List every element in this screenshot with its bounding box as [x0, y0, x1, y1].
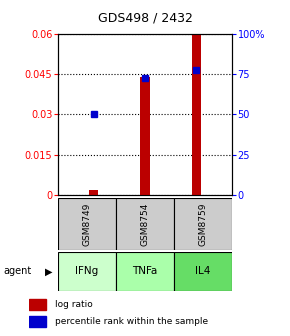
Bar	[140, 77, 150, 195]
Text: GSM8754: GSM8754	[140, 203, 150, 246]
Bar	[116, 252, 174, 291]
Bar	[192, 34, 201, 195]
Text: agent: agent	[3, 266, 31, 276]
Bar	[29, 299, 46, 310]
Bar	[29, 316, 46, 327]
Text: IFNg: IFNg	[75, 266, 99, 276]
Bar	[174, 198, 232, 250]
Bar	[89, 190, 98, 195]
Bar	[58, 252, 116, 291]
Bar	[116, 198, 174, 250]
Text: GDS498 / 2432: GDS498 / 2432	[97, 12, 193, 25]
Text: IL4: IL4	[195, 266, 211, 276]
Text: GSM8749: GSM8749	[82, 203, 92, 246]
Text: TNFa: TNFa	[132, 266, 158, 276]
Text: GSM8759: GSM8759	[198, 203, 208, 246]
Bar	[58, 198, 116, 250]
Text: log ratio: log ratio	[55, 300, 92, 309]
Text: percentile rank within the sample: percentile rank within the sample	[55, 317, 208, 326]
Bar	[174, 252, 232, 291]
Text: ▶: ▶	[45, 266, 52, 276]
